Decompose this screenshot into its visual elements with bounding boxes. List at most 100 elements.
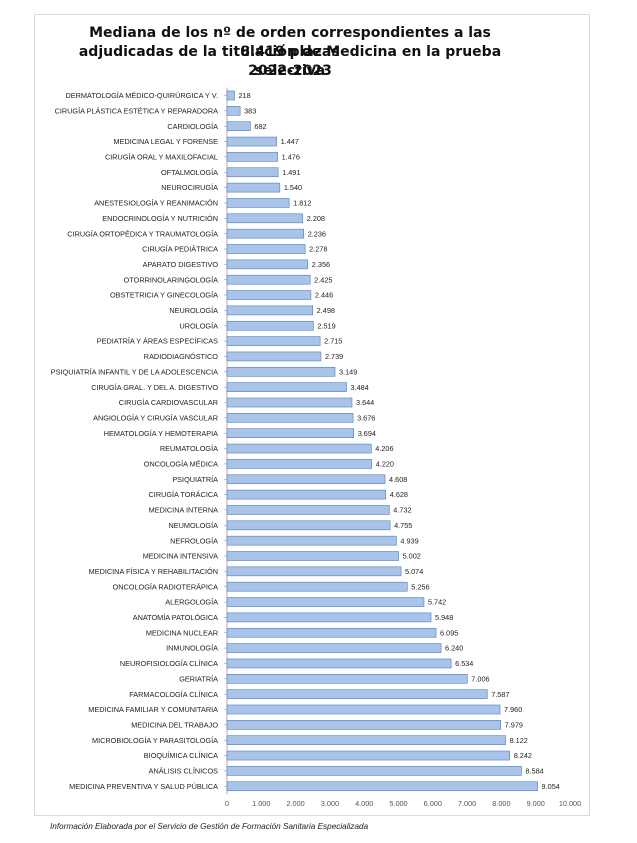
category-label: MEDICINA NUCLEAR bbox=[146, 628, 218, 637]
value-label: 2.425 bbox=[314, 275, 332, 284]
value-label: 8.584 bbox=[525, 767, 543, 776]
category-label: UROLOGÍA bbox=[179, 321, 218, 330]
value-label: 2.519 bbox=[317, 321, 335, 330]
category-label: PSIQUIATRÍA INFANTIL Y DE LA ADOLESCENCI… bbox=[51, 367, 218, 376]
value-label: 3.149 bbox=[339, 367, 357, 376]
value-label: 2.498 bbox=[317, 306, 335, 315]
value-label: 3.484 bbox=[351, 383, 369, 392]
value-label: 6.240 bbox=[445, 644, 463, 653]
bar bbox=[226, 198, 290, 208]
bar bbox=[226, 244, 306, 254]
category-label: ONCOLOGÍA RADIOTERÁPICA bbox=[113, 582, 219, 591]
category-label: DERMATOLOGÍA MÉDICO-QUIRÚRGICA Y V. bbox=[66, 91, 218, 100]
category-label: PSIQUIATRÍA bbox=[172, 475, 218, 484]
bar bbox=[226, 320, 314, 331]
bar bbox=[226, 489, 387, 500]
bar bbox=[226, 213, 304, 224]
bar bbox=[226, 228, 304, 239]
x-tick-label: 0 bbox=[225, 799, 229, 808]
bar bbox=[226, 750, 511, 761]
value-label: 4.939 bbox=[400, 536, 418, 545]
chart-title-line-2: adjudicadas de la titulación de Medicina… bbox=[78, 44, 502, 79]
bar bbox=[226, 152, 278, 162]
x-tick-label: 3.000 bbox=[321, 799, 339, 808]
bar bbox=[226, 643, 442, 653]
value-label: 5.742 bbox=[428, 598, 446, 607]
category-label: NEUMOLOGÍA bbox=[169, 521, 219, 530]
bar bbox=[226, 627, 437, 638]
category-label: MEDICINA FAMILIAR Y COMUNITARIA bbox=[88, 705, 218, 714]
value-label: 2.446 bbox=[315, 291, 333, 300]
category-label: MEDICINA INTENSIVA bbox=[143, 552, 218, 561]
category-label: BIOQUÍMICA CLÍNICA bbox=[144, 751, 218, 760]
value-label: 5.256 bbox=[411, 582, 429, 591]
bar bbox=[226, 766, 522, 776]
category-label: PEDIATRÍA Y ÁREAS ESPECÍFICAS bbox=[97, 337, 218, 346]
category-label: NEUROFISIOLOGÍA CLÍNICA bbox=[120, 659, 218, 668]
bar bbox=[226, 474, 386, 485]
value-label: 4.608 bbox=[389, 475, 407, 484]
value-label: 3.676 bbox=[357, 413, 375, 422]
category-label: MEDICINA LEGAL Y FORENSE bbox=[114, 137, 219, 146]
value-label: 2.715 bbox=[324, 337, 342, 346]
bar bbox=[226, 735, 506, 746]
category-label: HEMATOLOGÍA Y HEMOTERAPIA bbox=[104, 429, 218, 438]
x-tick-label: 8.000 bbox=[492, 799, 510, 808]
category-label: INMUNOLOGÍA bbox=[166, 644, 218, 653]
bar bbox=[226, 781, 538, 792]
value-label: 4.628 bbox=[390, 490, 408, 499]
category-label: CIRUGÍA CARDIOVASCULAR bbox=[119, 398, 218, 407]
bar bbox=[226, 689, 488, 699]
value-label: 2.739 bbox=[325, 352, 343, 361]
category-label: APARATO DIGESTIVO bbox=[143, 260, 219, 269]
bar bbox=[226, 336, 321, 346]
bar bbox=[226, 106, 241, 116]
bar bbox=[226, 182, 281, 193]
category-label: RADIODIAGNÓSTICO bbox=[144, 352, 219, 361]
category-label: OFTALMOLOGÍA bbox=[161, 168, 218, 177]
x-tick-label: 4.000 bbox=[355, 799, 373, 808]
value-label: 7.587 bbox=[491, 690, 509, 699]
bar bbox=[226, 382, 347, 392]
bar bbox=[226, 366, 336, 377]
value-label: 682 bbox=[254, 122, 266, 131]
bar bbox=[226, 413, 354, 423]
category-label: ANATOMÍA PATOLÓGICA bbox=[133, 613, 218, 622]
category-label: OTORRINOLARINGOLOGÍA bbox=[124, 275, 218, 284]
value-label: 2.236 bbox=[308, 229, 326, 238]
category-label: NEUROLOGÍA bbox=[169, 306, 218, 315]
value-label: 1.491 bbox=[282, 168, 300, 177]
chart-frame bbox=[34, 14, 590, 816]
value-label: 4.732 bbox=[393, 506, 411, 515]
bar bbox=[226, 704, 501, 715]
footnote: Información Elaborada por el Servicio de… bbox=[50, 822, 369, 831]
bar bbox=[226, 520, 391, 531]
category-label: CARDIOLOGÍA bbox=[167, 122, 218, 131]
bar bbox=[226, 566, 402, 577]
value-label: 4.755 bbox=[394, 521, 412, 530]
value-label: 1.447 bbox=[281, 137, 299, 146]
value-label: 1.476 bbox=[282, 153, 300, 162]
category-label: MICROBIOLOGÍA Y PARASITOLOGÍA bbox=[92, 736, 218, 745]
x-tick-label: 9.000 bbox=[527, 799, 545, 808]
category-label: CIRUGÍA PLÁSTICA ESTÉTICA Y REPARADORA bbox=[55, 106, 219, 115]
bar bbox=[226, 90, 235, 101]
category-label: CIRUGÍA ORAL Y MAXILOFACIAL bbox=[105, 153, 218, 162]
category-label: ANÁLISIS CLÍNICOS bbox=[149, 767, 218, 776]
category-label: NEUROCIRUGÍA bbox=[161, 183, 218, 192]
category-label: ENDOCRINOLOGÍA Y NUTRICIÓN bbox=[102, 214, 218, 223]
bar bbox=[226, 581, 408, 592]
category-label: ONCOLOGÍA MÉDICA bbox=[144, 460, 218, 469]
category-label: GERIATRÍA bbox=[179, 674, 218, 683]
value-label: 4.206 bbox=[375, 444, 393, 453]
bar bbox=[226, 535, 397, 546]
category-label: MEDICINA FÍSICA Y REHABILITACIÓN bbox=[89, 567, 218, 576]
chart-title-line-1: Mediana de los nº de orden correspondien… bbox=[89, 25, 491, 60]
category-label: ANGIOLOGÍA Y CIRUGÍA VASCULAR bbox=[93, 413, 218, 422]
category-label: MEDICINA PREVENTIVA Y SALUD PÚBLICA bbox=[69, 782, 218, 791]
category-label: CIRUGÍA PEDIÁTRICA bbox=[142, 245, 218, 254]
bar bbox=[226, 428, 355, 439]
x-tick-label: 6.000 bbox=[424, 799, 442, 808]
value-label: 4.220 bbox=[376, 460, 394, 469]
